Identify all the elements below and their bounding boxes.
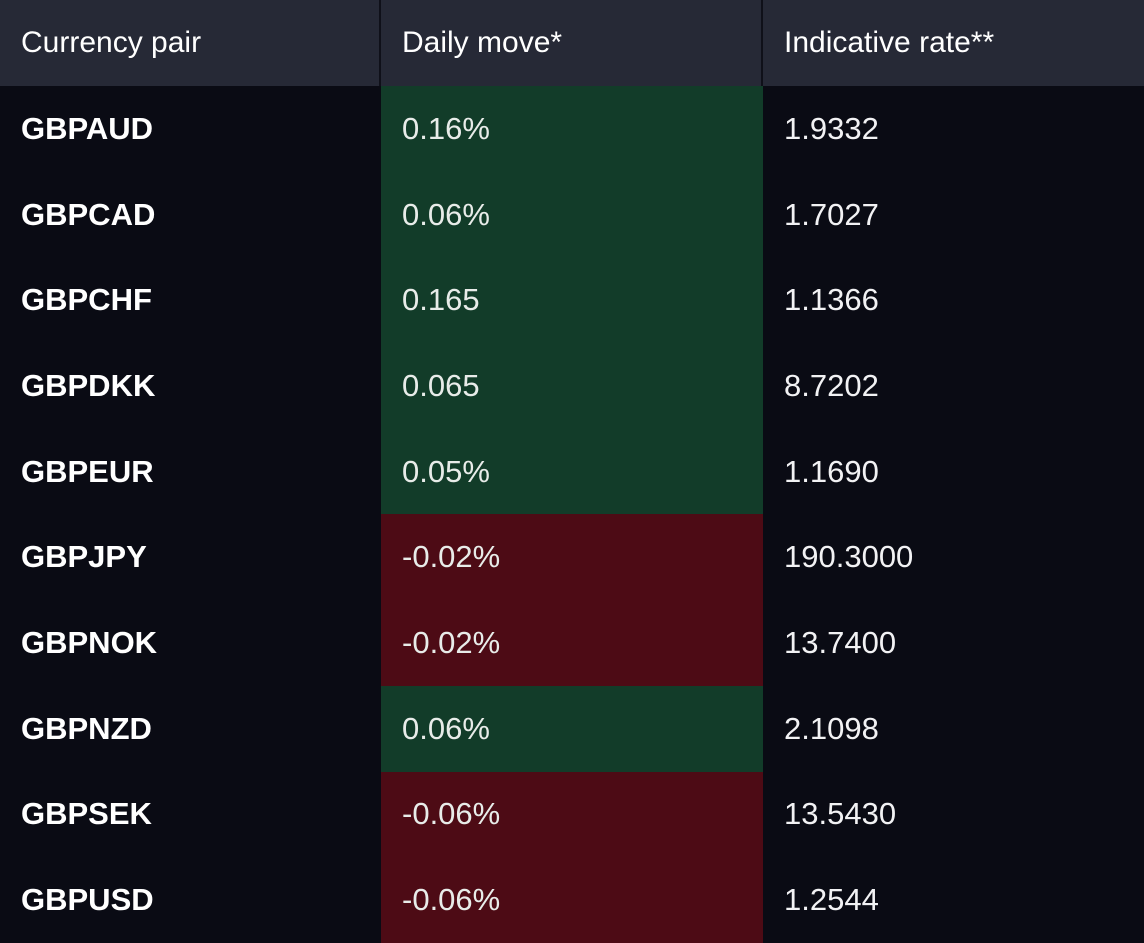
daily-move-cell: 0.05% [381, 428, 763, 515]
indicative-rate-cell: 1.9332 [763, 86, 1144, 172]
indicative-rate-cell: 1.1366 [763, 257, 1144, 344]
currency-pair-cell: GBPAUD [0, 86, 381, 172]
daily-move-cell: 0.16% [381, 86, 763, 172]
daily-move-cell: 0.065 [381, 343, 763, 429]
table-row: GBPEUR 0.05% 1.1690 [0, 428, 1144, 515]
table-row: GBPJPY -0.02% 190.3000 [0, 514, 1144, 601]
table-row: GBPSEK -0.06% 13.5430 [0, 771, 1144, 858]
table-body: GBPAUD 0.16% 1.9332 GBPCAD 0.06% 1.7027 … [0, 86, 1144, 943]
daily-move-cell: -0.06% [381, 771, 763, 858]
table-row: GBPAUD 0.16% 1.9332 [0, 86, 1144, 172]
header-indicative-rate: Indicative rate** [784, 26, 995, 59]
indicative-rate-cell: 13.5430 [763, 771, 1144, 858]
currency-pair-cell: GBPDKK [0, 343, 381, 429]
table-header-row: Currency pair Daily move* Indicative rat… [0, 0, 1144, 86]
daily-move-cell: -0.06% [381, 857, 763, 943]
daily-move-cell: -0.02% [381, 514, 763, 601]
currency-pair-cell: GBPCAD [0, 171, 381, 258]
header-currency-pair: Currency pair [0, 0, 381, 86]
indicative-rate-cell: 2.1098 [763, 685, 1144, 772]
currency-pair-cell: GBPSEK [0, 771, 381, 858]
table-row: GBPDKK 0.065 8.7202 [0, 343, 1144, 429]
currency-pair-cell: GBPNOK [0, 600, 381, 686]
table-row: GBPNZD 0.06% 2.1098 [0, 685, 1144, 772]
table-row: GBPUSD -0.06% 1.2544 [0, 857, 1144, 943]
currency-pair-cell: GBPEUR [0, 428, 381, 515]
currency-pair-cell: GBPCHF [0, 257, 381, 344]
daily-move-cell: 0.165 [381, 257, 763, 344]
currency-pair-cell: GBPNZD [0, 685, 381, 772]
currency-pair-cell: GBPUSD [0, 857, 381, 943]
indicative-rate-cell: 1.2544 [763, 857, 1144, 943]
daily-move-cell: 0.06% [381, 171, 763, 258]
table-row: GBPCAD 0.06% 1.7027 [0, 171, 1144, 258]
indicative-rate-cell: 190.3000 [763, 514, 1144, 601]
indicative-rate-cell: 8.7202 [763, 343, 1144, 429]
indicative-rate-cell: 1.7027 [763, 171, 1144, 258]
table-row: GBPNOK -0.02% 13.7400 [0, 600, 1144, 686]
indicative-rate-cell: 1.1690 [763, 428, 1144, 515]
currency-pair-cell: GBPJPY [0, 514, 381, 601]
indicative-rate-cell: 13.7400 [763, 600, 1144, 686]
header-daily-move: Daily move* [381, 0, 763, 86]
table-row: GBPCHF 0.165 1.1366 [0, 257, 1144, 344]
daily-move-cell: -0.02% [381, 600, 763, 686]
daily-move-cell: 0.06% [381, 685, 763, 772]
